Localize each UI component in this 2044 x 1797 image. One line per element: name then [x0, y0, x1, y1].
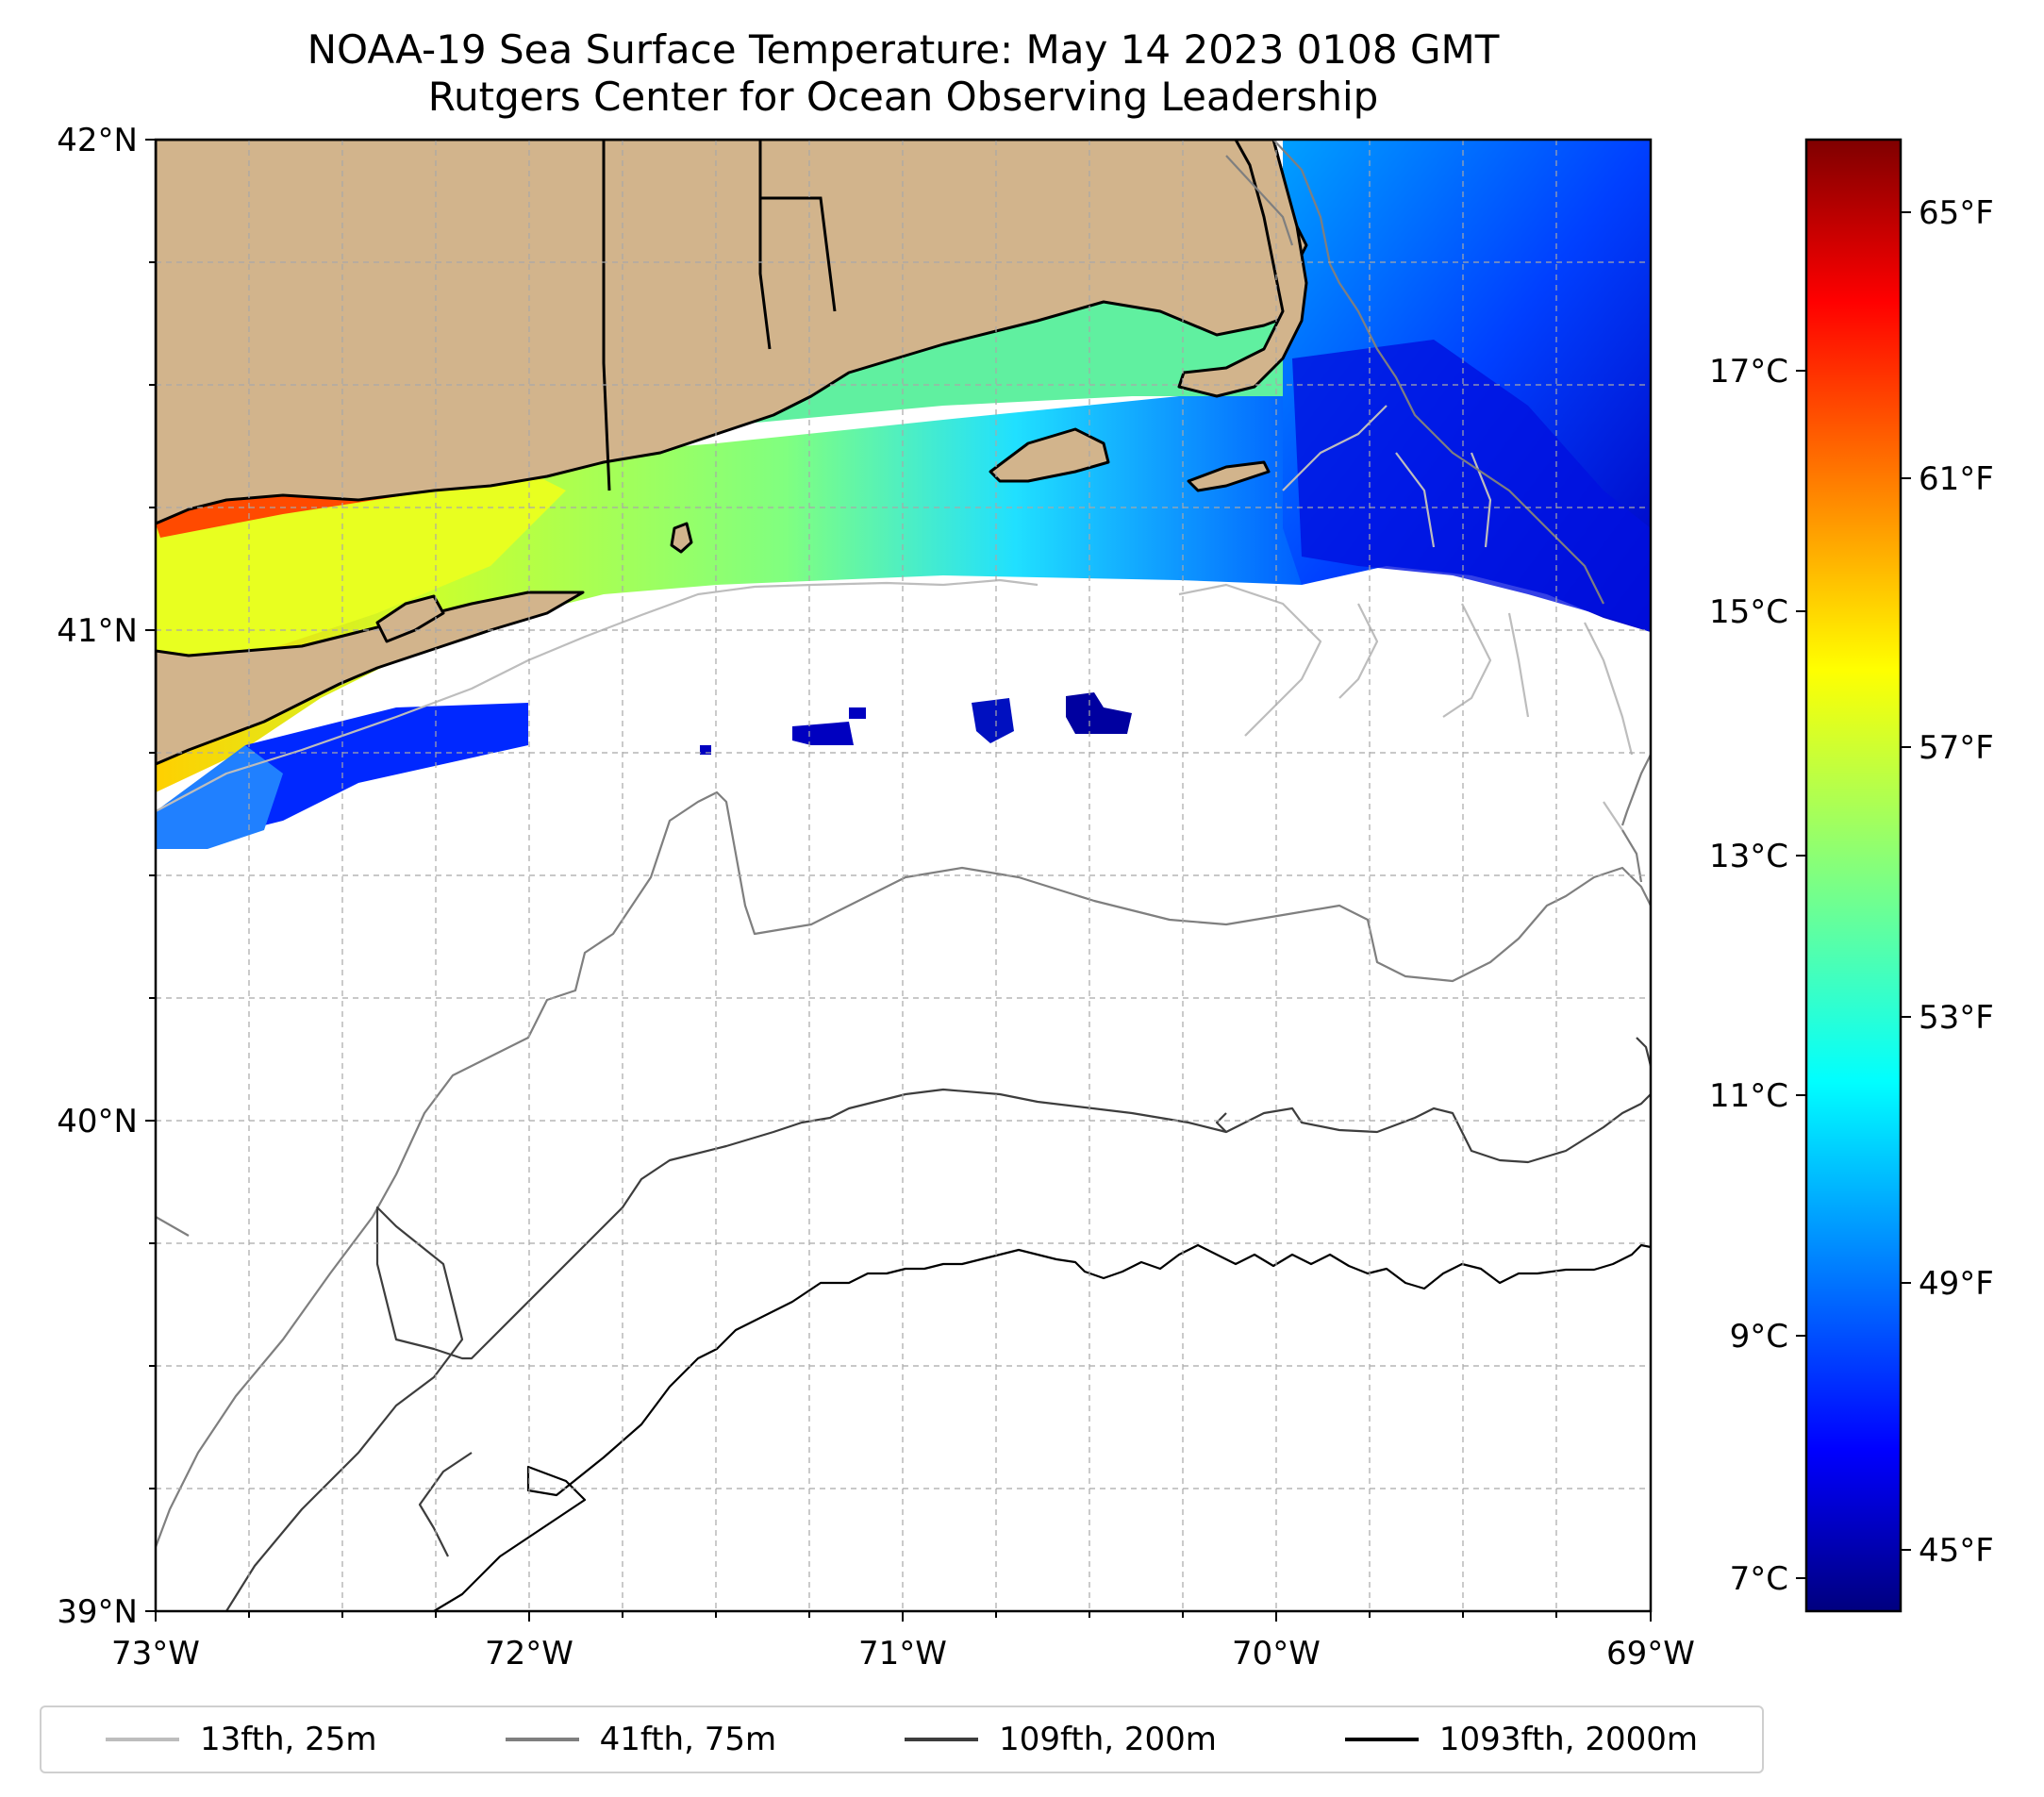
celsius-tick-15: 15°C — [1709, 593, 1788, 631]
sst-patch-1 — [792, 722, 854, 745]
contour-legend: 13fth, 25m 41fth, 75m 109fth, 200m 1093f… — [40, 1705, 1764, 1773]
lon-tick-73: 73°W — [111, 1635, 200, 1672]
fahrenheit-tick-57: 57°F — [1919, 729, 1994, 767]
lat-axis — [145, 139, 156, 1612]
contour-75m — [156, 140, 1651, 1548]
legend-swatch-25m — [106, 1738, 180, 1741]
legend-label-25m: 13fth, 25m — [200, 1721, 377, 1758]
sst-patch-3 — [1066, 692, 1132, 734]
land-long-island — [156, 591, 585, 766]
land-marthas-vineyard — [989, 427, 1110, 483]
celsius-tick-9: 9°C — [1730, 1318, 1788, 1356]
colorbar-ticks — [1796, 211, 1911, 1579]
lon-tick-69: 69°W — [1606, 1635, 1695, 1672]
state-boundaries — [602, 140, 837, 491]
contour-25m — [156, 405, 1634, 831]
fahrenheit-tick-61: 61°F — [1919, 460, 1994, 498]
legend-label-2000m: 1093fth, 2000m — [1438, 1721, 1698, 1758]
legend-item-200m: 109fth, 200m — [905, 1721, 1217, 1758]
sst-patch-4 — [849, 707, 866, 719]
map-plot-area — [156, 140, 1651, 1611]
bathymetry-contours — [156, 140, 1651, 1611]
legend-swatch-75m — [505, 1738, 579, 1741]
fahrenheit-tick-45: 45°F — [1919, 1532, 1994, 1570]
lat-tick-42: 42°N — [57, 122, 138, 159]
sst-li-south-blue — [245, 703, 528, 830]
legend-item-75m: 41fth, 75m — [505, 1721, 777, 1758]
fahrenheit-tick-49: 49°F — [1919, 1265, 1994, 1303]
title-line-1: NOAA-19 Sea Surface Temperature: May 14 … — [307, 26, 1500, 73]
sst-deep-blue-core — [1292, 340, 1651, 632]
lon-tick-70: 70°W — [1232, 1635, 1321, 1672]
sst-li-south-cyan — [156, 745, 283, 849]
fahrenheit-tick-65: 65°F — [1919, 194, 1994, 232]
sst-patch-2 — [972, 698, 1014, 743]
title-line-2: Rutgers Center for Ocean Observing Leade… — [427, 74, 1379, 120]
lon-tick-72: 72°W — [485, 1635, 573, 1672]
legend-swatch-200m — [905, 1738, 979, 1741]
celsius-tick-17: 17°C — [1709, 353, 1788, 391]
land-li-north-fork — [375, 594, 445, 643]
fahrenheit-tick-53: 53°F — [1919, 999, 1994, 1037]
celsius-tick-11: 11°C — [1709, 1077, 1788, 1115]
land-nantucket — [1187, 460, 1271, 492]
land-cape-cod — [1177, 140, 1308, 398]
legend-label-75m: 41fth, 75m — [599, 1721, 777, 1758]
celsius-tick-13: 13°C — [1709, 838, 1788, 875]
colorbar: 17°C 15°C 13°C 11°C 9°C 7°C 65°F 61°F 57… — [1709, 138, 1994, 1613]
ct-ri-boundary — [758, 140, 772, 350]
lat-tick-40: 40°N — [57, 1103, 138, 1140]
celsius-tick-7: 7°C — [1730, 1560, 1788, 1598]
contour-200m — [225, 1037, 1651, 1611]
lon-axis — [155, 1611, 1652, 1622]
colorbar-gradient — [1804, 138, 1903, 1613]
ny-ct-boundary — [602, 140, 611, 491]
legend-item-25m: 13fth, 25m — [106, 1721, 377, 1758]
legend-swatch-2000m — [1344, 1738, 1419, 1741]
map-gridlines — [156, 140, 1651, 1611]
ri-ma-boundary — [760, 196, 837, 312]
land — [156, 140, 1308, 766]
legend-item-2000m: 1093fth, 2000m — [1344, 1721, 1698, 1758]
legend-label-200m: 109fth, 200m — [999, 1721, 1217, 1758]
land-block-island — [670, 522, 693, 554]
lat-tick-39: 39°N — [57, 1593, 138, 1631]
map-title: NOAA-19 Sea Surface Temperature: May 14 … — [156, 26, 1651, 121]
lon-tick-71: 71°W — [858, 1635, 947, 1672]
lat-tick-41: 41°N — [57, 612, 138, 650]
